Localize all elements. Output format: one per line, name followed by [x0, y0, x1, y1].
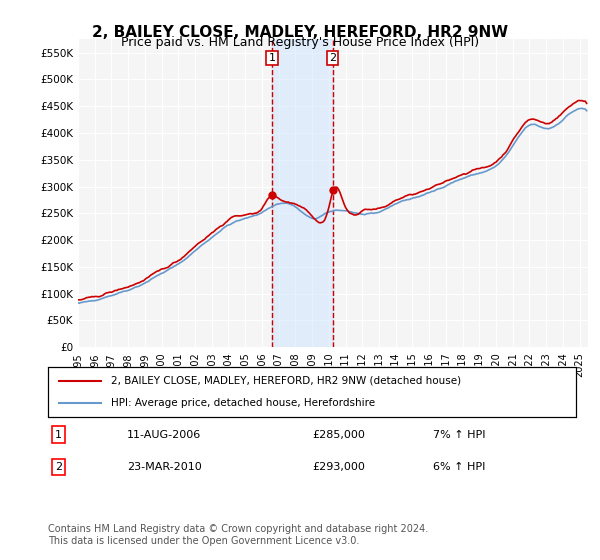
Text: 1: 1: [55, 430, 62, 440]
Text: 2, BAILEY CLOSE, MADLEY, HEREFORD, HR2 9NW (detached house): 2, BAILEY CLOSE, MADLEY, HEREFORD, HR2 9…: [112, 376, 461, 386]
Text: HPI: Average price, detached house, Herefordshire: HPI: Average price, detached house, Here…: [112, 398, 376, 408]
Text: 1: 1: [269, 53, 275, 63]
Text: Contains HM Land Registry data © Crown copyright and database right 2024.
This d: Contains HM Land Registry data © Crown c…: [48, 524, 428, 546]
Text: 7% ↑ HPI: 7% ↑ HPI: [433, 430, 486, 440]
Text: £293,000: £293,000: [312, 462, 365, 472]
Text: 2: 2: [55, 462, 62, 472]
Text: 11-AUG-2006: 11-AUG-2006: [127, 430, 202, 440]
Text: 6% ↑ HPI: 6% ↑ HPI: [433, 462, 486, 472]
Text: £285,000: £285,000: [312, 430, 365, 440]
Text: 2: 2: [329, 53, 336, 63]
Bar: [272, 39, 332, 347]
Text: 2, BAILEY CLOSE, MADLEY, HEREFORD, HR2 9NW: 2, BAILEY CLOSE, MADLEY, HEREFORD, HR2 9…: [92, 25, 508, 40]
Text: Price paid vs. HM Land Registry's House Price Index (HPI): Price paid vs. HM Land Registry's House …: [121, 36, 479, 49]
Text: 23-MAR-2010: 23-MAR-2010: [127, 462, 202, 472]
